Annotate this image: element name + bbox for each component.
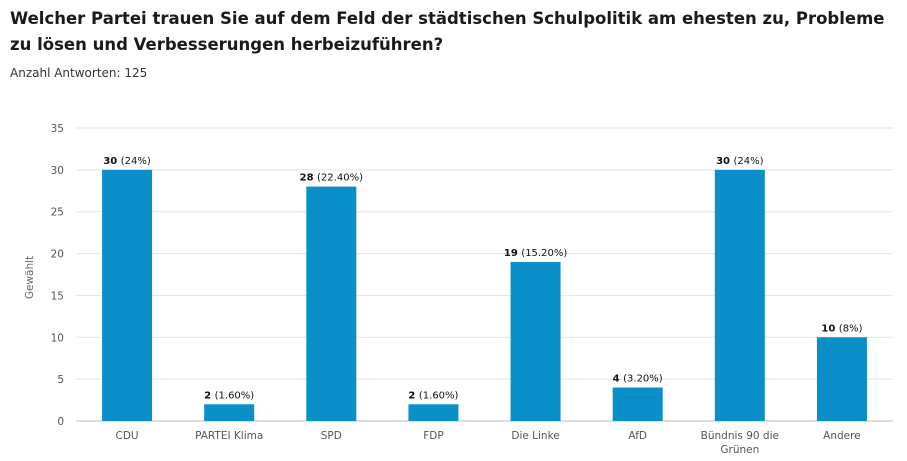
data-label-count: 2: [204, 390, 214, 401]
x-tick-label: Bündnis 90 die Grünen: [701, 430, 779, 456]
x-tick-label: PARTEI Klima: [195, 430, 263, 442]
data-label-count: 10: [821, 323, 838, 334]
data-label: 10 (8%): [821, 323, 862, 334]
y-tick-label: 15: [51, 290, 64, 302]
y-tick-label: 0: [57, 416, 64, 428]
x-tick-label-line: SPD: [321, 430, 342, 442]
y-tick-label: 30: [51, 165, 64, 177]
bar: [408, 404, 459, 421]
data-label-count: 30: [103, 156, 120, 167]
y-tick-label: 25: [51, 207, 64, 219]
y-tick-label: 5: [57, 374, 64, 386]
bar: [612, 387, 663, 421]
data-label-percent: (24%): [121, 156, 151, 167]
data-label-percent: (1.60%): [419, 390, 459, 401]
x-tick-label: CDU: [116, 430, 139, 442]
data-label-percent: (24%): [734, 156, 764, 167]
x-tick-label-line: AfD: [628, 430, 647, 442]
bar: [510, 261, 561, 421]
x-tick-label-line: Bündnis 90 die: [701, 430, 779, 442]
data-label: 30 (24%): [103, 156, 151, 167]
x-tick-label-line: CDU: [116, 430, 139, 442]
x-tick-label: SPD: [321, 430, 342, 442]
y-tick-label: 35: [51, 123, 64, 135]
data-label-count: 4: [613, 374, 623, 385]
y-tick-label: 10: [51, 332, 64, 344]
data-label: 2 (1.60%): [408, 390, 458, 401]
data-label: 4 (3.20%): [613, 374, 663, 385]
x-tick-label-line: Grünen: [720, 444, 759, 456]
x-tick-label: AfD: [628, 430, 647, 442]
data-label-count: 2: [408, 390, 418, 401]
data-label-percent: (8%): [839, 323, 863, 334]
y-tick-label: 20: [51, 249, 64, 261]
bar: [306, 186, 357, 421]
x-tick-label: FDP: [423, 430, 443, 442]
bar: [204, 404, 255, 421]
data-label: 2 (1.60%): [204, 390, 254, 401]
data-label-percent: (1.60%): [215, 390, 255, 401]
data-label-count: 28: [300, 173, 317, 184]
x-tick-label: Die Linke: [511, 430, 559, 442]
data-label-percent: (3.20%): [623, 374, 663, 385]
data-label-percent: (15.20%): [521, 248, 567, 259]
data-label-percent: (22.40%): [317, 173, 363, 184]
x-tick-label-line: FDP: [423, 430, 443, 442]
data-label-count: 30: [716, 156, 733, 167]
data-label: 30 (24%): [716, 156, 764, 167]
data-label-count: 19: [504, 248, 521, 259]
bar: [102, 169, 153, 421]
data-label: 28 (22.40%): [300, 173, 363, 184]
chart-title: Welcher Partei trauen Sie auf dem Feld d…: [10, 9, 885, 54]
data-label: 19 (15.20%): [504, 248, 567, 259]
x-tick-label-line: Andere: [823, 430, 861, 442]
x-tick-label-line: PARTEI Klima: [195, 430, 263, 442]
y-axis-label: Gewählt: [24, 256, 36, 299]
x-tick-label: Andere: [823, 430, 861, 442]
bar: [816, 337, 867, 421]
bar: [714, 169, 765, 421]
x-tick-label-line: Die Linke: [511, 430, 559, 442]
response-count: Anzahl Antworten: 125: [10, 66, 148, 80]
